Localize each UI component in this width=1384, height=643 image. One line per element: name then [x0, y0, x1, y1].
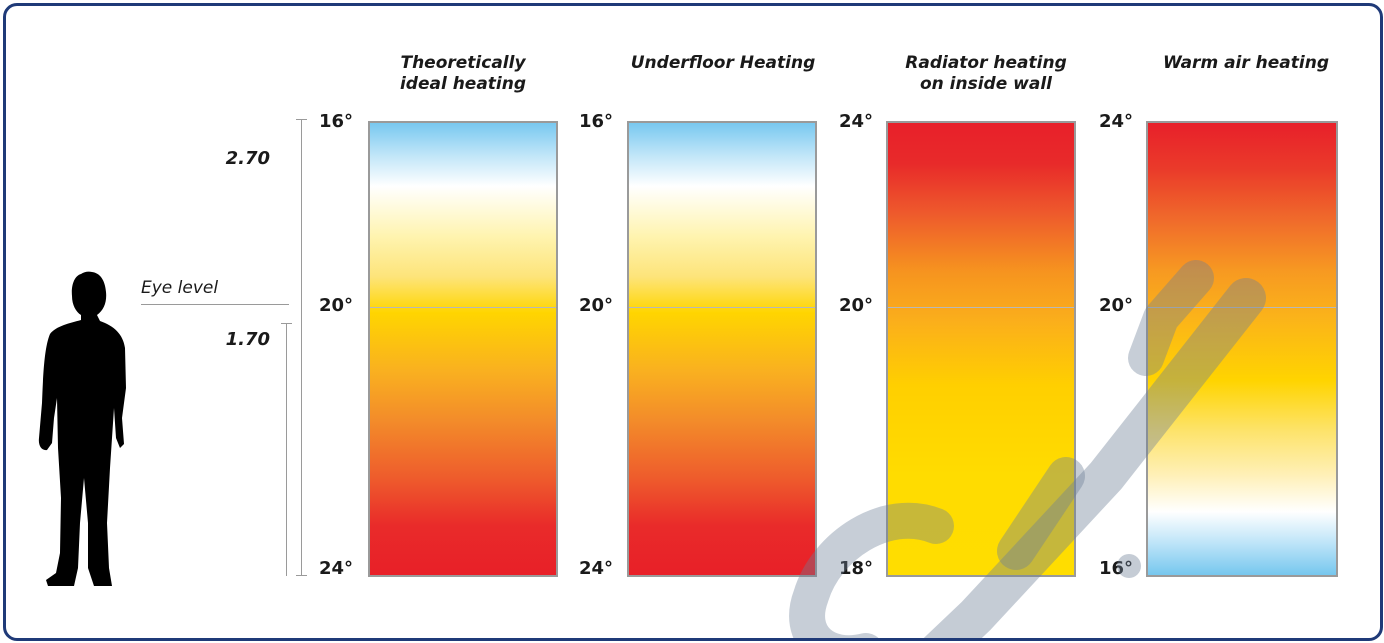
column-warm-air-top-temp: 24° [1099, 111, 1134, 132]
column-title-ideal: Theoretically ideal heating [399, 53, 527, 94]
column-underfloor-gradient [627, 121, 817, 577]
total-height-bar-bottom-tick [296, 575, 307, 576]
eye-height-bar [286, 323, 287, 576]
column-ideal-bottom-temp: 24° [319, 558, 354, 579]
total-height-bar [301, 119, 302, 576]
column-title-underfloor: Underfloor Heating [630, 53, 816, 73]
room-height-label: 2.70 [225, 148, 270, 169]
column-ideal-eye-line [370, 307, 556, 308]
eye-level-line [141, 304, 289, 305]
column-title-warm-air: Warm air heating [1162, 53, 1329, 73]
column-radiator-mid-temp: 20° [839, 295, 874, 316]
column-underfloor-mid-temp: 20° [579, 295, 614, 316]
column-warm-air-mid-temp: 20° [1099, 295, 1134, 316]
column-warm-air-bottom-temp: 16° [1099, 558, 1134, 579]
total-height-bar-top-tick [296, 119, 307, 120]
person-silhouette-icon [38, 271, 127, 586]
eye-level-label: Eye level [141, 278, 219, 298]
eye-height-bar-top-tick [281, 323, 292, 324]
column-ideal-top-temp: 16° [319, 111, 354, 132]
column-ideal-gradient [368, 121, 558, 577]
column-warm-air-gradient [1146, 121, 1338, 577]
column-ideal-mid-temp: 20° [319, 295, 354, 316]
column-title-radiator: Radiator heating on inside wall [905, 53, 1067, 94]
column-underfloor-top-temp: 16° [579, 111, 614, 132]
column-radiator-eye-line [888, 307, 1074, 308]
column-radiator-top-temp: 24° [839, 111, 874, 132]
column-radiator-gradient [886, 121, 1076, 577]
column-warm-air-eye-line [1148, 307, 1336, 308]
eye-height-label: 1.70 [225, 329, 270, 350]
diagram-frame: Eye level 2.70 1.70 Theoretically ideal h… [3, 3, 1383, 641]
column-underfloor-eye-line [629, 307, 815, 308]
column-underfloor-bottom-temp: 24° [579, 558, 614, 579]
column-radiator-bottom-temp: 18° [839, 558, 874, 579]
